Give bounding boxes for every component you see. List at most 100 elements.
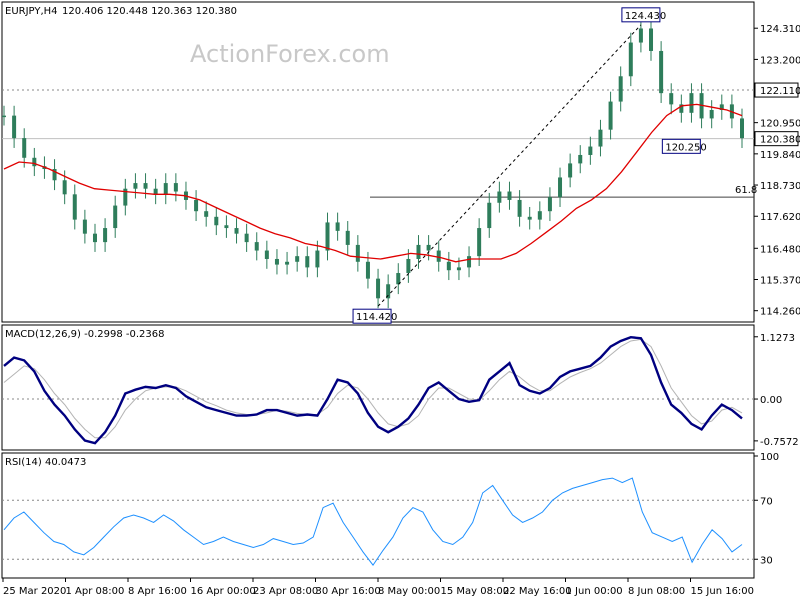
macd-signal-line [3, 338, 743, 439]
rsi-panel: 100 70 30 RSI(14) 40.0473 [1, 452, 779, 579]
swing-annotation-box [661, 138, 701, 154]
candle-body [22, 138, 27, 158]
candle-body [52, 169, 57, 181]
macd-axis-tick-label: -0.7572 [760, 437, 799, 448]
low-annotation-box [352, 308, 392, 324]
candle-body [416, 244, 421, 259]
price-panel: 61.8 124.430 114.420 120.250 124.310 123.20… [1, 1, 800, 324]
last-price-box [754, 131, 799, 147]
level-label: 122.110 [760, 86, 800, 97]
high-annotation: 124.430 [625, 11, 666, 22]
candle-body [527, 216, 532, 220]
chart-header-ohlc: 120.406 120.448 120.363 120.380 [62, 6, 237, 17]
candle-body [315, 250, 320, 268]
candle-body [335, 222, 340, 231]
time-label: 8 Jun 08:00 [628, 586, 685, 597]
rsi-axis-tick-label: 30 [760, 555, 773, 566]
time-axis: 25 Mar 2020 1 Apr 08:00 8 Apr 16:00 16 Apr … [2, 578, 755, 597]
candle-body [62, 180, 67, 195]
price-axis-tick-label: 120.950 [760, 119, 800, 130]
candle-body [163, 183, 168, 195]
rsi-axis-tick-label: 100 [760, 452, 779, 463]
candle-body [2, 115, 6, 118]
candle-body [254, 242, 259, 251]
trend-line [377, 24, 642, 307]
candle-body [507, 191, 512, 200]
candle-body [234, 228, 239, 234]
candle-body [456, 267, 461, 271]
candle-body [153, 188, 158, 195]
candle-body [365, 261, 370, 279]
price-axis-tick-label: 116.480 [760, 244, 800, 255]
candle-body [264, 250, 269, 259]
candle-body [305, 256, 310, 268]
rsi-axis-tick-label: 70 [760, 496, 773, 507]
price-axis-tick-label: 124.310 [760, 24, 800, 35]
candle-body [244, 233, 249, 243]
candle-body [558, 177, 563, 198]
candle-body [477, 228, 482, 257]
candle-body [679, 104, 684, 113]
level-box [754, 82, 799, 98]
candle-body [103, 228, 108, 243]
candle-body [628, 42, 633, 77]
candle-body [173, 183, 178, 192]
rsi-line [3, 477, 743, 566]
time-label: 25 Mar 2020 [3, 586, 66, 597]
macd-axis-tick-label: 0.00 [760, 395, 782, 406]
candle-body [224, 225, 229, 229]
time-label: 8 May 00:00 [378, 586, 440, 597]
candle-body [467, 256, 472, 268]
low-annotation: 114.420 [356, 312, 397, 323]
candle-body [649, 28, 654, 51]
candle-body [82, 219, 87, 234]
candle-body [355, 244, 360, 262]
candle-body [143, 183, 148, 189]
candle-body [325, 222, 330, 251]
fib-label: 61.8 [735, 185, 757, 196]
candle-body [396, 273, 401, 285]
candle-body [517, 199, 522, 217]
watermark: ActionForex.com [190, 40, 390, 68]
candle-body [194, 199, 199, 212]
price-axis-tick-label: 117.620 [760, 212, 800, 223]
macd-axis-tick-label: 1.1273 [760, 333, 795, 344]
candle-body [426, 244, 431, 251]
candle-body [123, 188, 128, 206]
moving-average-line [3, 103, 743, 263]
macd-title: MACD(12,26,9) -0.2998 -0.2368 [5, 329, 165, 340]
price-axis-tick-label: 114.260 [760, 307, 800, 318]
candle-body [446, 261, 451, 271]
candle-body [740, 118, 744, 139]
candle-body [669, 93, 674, 105]
candle-body [578, 154, 583, 164]
time-label: 15 Jun 16:00 [691, 586, 755, 597]
candle-body [689, 93, 694, 113]
candle-body [214, 216, 219, 226]
price-axis-tick-label: 119.840 [760, 150, 800, 161]
candle-body [537, 211, 542, 220]
time-label: 8 Apr 16:00 [128, 586, 187, 597]
candle-body [608, 101, 613, 130]
price-axis-tick-label: 123.200 [760, 55, 800, 66]
candle-body [436, 250, 441, 262]
candle-body [709, 110, 714, 119]
candle-body [113, 205, 118, 229]
candle-body [638, 28, 643, 43]
macd-panel: 1.1273 0.00 -0.7572 MACD(12,26,9) -0.2998 … [1, 324, 799, 451]
candle-body [345, 230, 350, 245]
candle-body [274, 258, 279, 265]
candle-body [659, 50, 664, 94]
swing-annotation: 120.250 [665, 142, 706, 153]
high-annotation-box [621, 7, 661, 23]
rsi-y-axis: 100 70 30 [754, 452, 779, 566]
time-label: 16 Apr 00:00 [191, 586, 256, 597]
price-y-axis: 124.310 123.200 122.110 120.950 119.840 118.7… [754, 24, 800, 318]
chart-header-symbol: EURJPY,H4 [5, 6, 58, 17]
macd-y-axis: 1.1273 0.00 -0.7572 [754, 333, 799, 448]
candle-body [497, 191, 502, 203]
candle-body [295, 256, 300, 262]
price-axis-tick-label: 118.730 [760, 181, 800, 192]
candle-body [376, 278, 381, 299]
